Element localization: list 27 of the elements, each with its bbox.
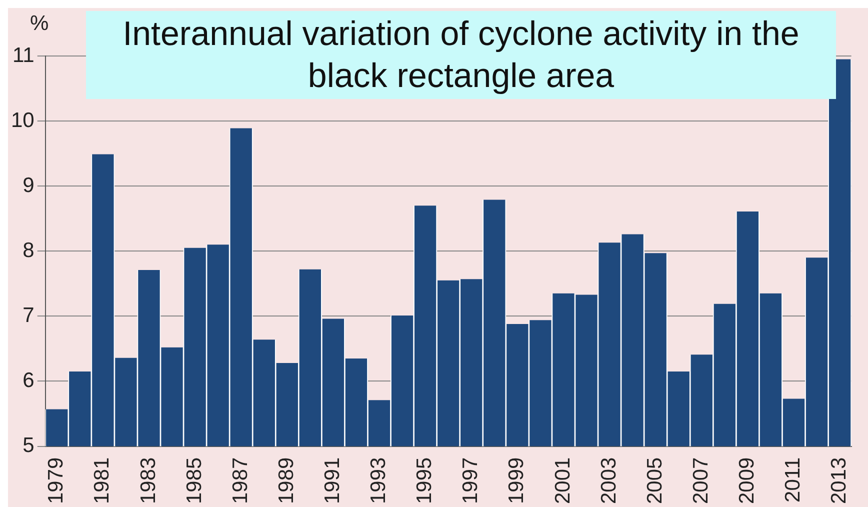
x-tick-label: 2001 (551, 457, 574, 504)
x-tick-label: 1981 (90, 457, 114, 504)
x-tick-label: 1989 (274, 457, 298, 504)
x-tick-label: 2007 (689, 457, 712, 504)
x-tick-label: 2003 (597, 457, 620, 504)
x-tick-label: 1991 (320, 457, 344, 504)
y-tick-label: 11 (12, 44, 34, 67)
x-tick-label: 1983 (136, 457, 160, 504)
y-tick-label: 8 (22, 238, 34, 262)
x-tick-label: 1993 (367, 457, 390, 504)
y-tick-label: 7 (22, 304, 34, 327)
x-tick-label: 1995 (413, 457, 436, 504)
x-tick-label: 1987 (228, 457, 252, 504)
x-tick-label: 1979 (44, 457, 68, 504)
x-tick-label: 2013 (828, 457, 851, 504)
x-tick-label: 2005 (643, 457, 666, 504)
x-tick-label: 1997 (459, 457, 482, 504)
y-tick-label: 9 (22, 174, 34, 197)
x-tick-label: 2009 (735, 457, 758, 504)
y-tick-label: 6 (22, 369, 34, 392)
x-tick-label: 2011 (782, 457, 805, 502)
chart-title: Interannual variation of cyclone activity in the black rectangle area (86, 11, 836, 99)
x-tick-label: 1999 (505, 457, 528, 504)
y-tick-label: 5 (22, 434, 34, 458)
y-axis-title: % (30, 12, 49, 36)
y-tick-label: 10 (11, 108, 34, 132)
x-tick-label: 1985 (182, 457, 206, 504)
